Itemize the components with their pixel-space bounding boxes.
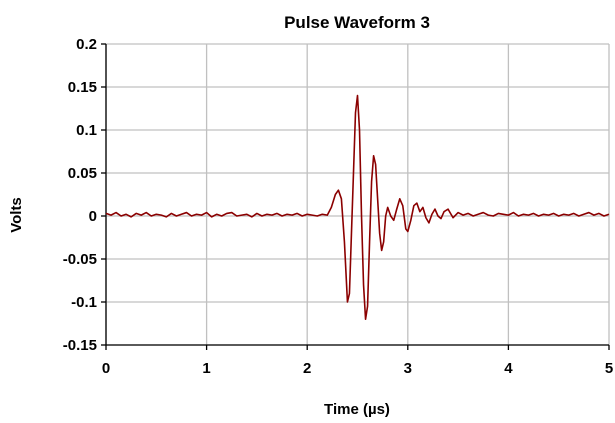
y-tick-label: 0.15 [68,79,97,96]
x-tick-labels: 0 1 2 3 4 5 [102,360,613,377]
series-layer [105,94,610,321]
y-tick-labels: 0.2 0.15 0.1 0.05 0 -0.05 -0.1 -0.15 [63,36,97,354]
y-tick-label: 0.1 [76,122,97,139]
axes [101,43,610,350]
x-tick-label: 4 [504,360,513,377]
x-tick-label: 0 [102,360,110,377]
waveform-series-line [105,94,610,321]
x-tick-label: 1 [202,360,210,377]
y-axis-title: Volts [8,197,25,233]
y-tick-label: 0.05 [68,165,97,182]
y-tick-label: 0 [89,208,97,225]
y-tick-label: -0.05 [63,251,97,268]
y-tick-label: 0.2 [76,36,97,53]
x-tick-label: 5 [605,360,613,377]
y-tick-label: -0.1 [71,294,97,311]
x-axis-title: Time (µs) [324,401,390,418]
grid [105,43,610,346]
x-tick-label: 3 [404,360,412,377]
chart-title: Pulse Waveform 3 [284,13,430,32]
x-tick-label: 2 [303,360,311,377]
y-tick-label: -0.15 [63,337,97,354]
